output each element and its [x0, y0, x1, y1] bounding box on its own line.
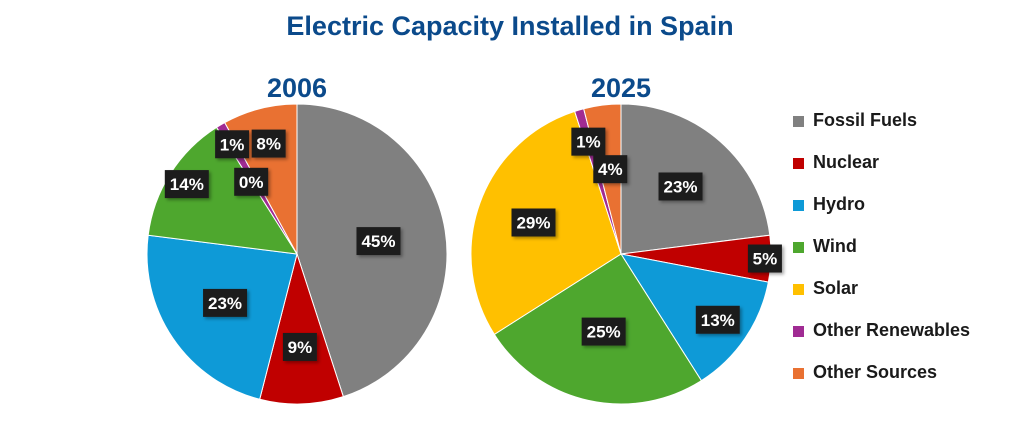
legend-label-other-sources: Other Sources — [813, 362, 937, 382]
pie-slice-2006-hydro — [146, 234, 298, 400]
legend-swatch-wind — [793, 242, 804, 253]
legend-label-wind: Wind — [813, 236, 857, 256]
svg-text:4%: 4% — [598, 160, 623, 179]
legend-swatch-other-renewables — [793, 326, 804, 337]
svg-text:23%: 23% — [664, 177, 698, 196]
data-label-2006-hydro: 23% — [203, 288, 248, 317]
svg-text:13%: 13% — [701, 311, 735, 330]
data-label-2025-other-renewables: 1% — [571, 127, 606, 156]
svg-text:0%: 0% — [239, 173, 264, 192]
svg-text:1%: 1% — [220, 135, 245, 154]
data-label-2006-nuclear: 9% — [282, 332, 317, 361]
chart-title: Electric Capacity Installed in Spain — [286, 11, 733, 41]
legend-swatch-nuclear — [793, 158, 804, 169]
legend-item-fossil-fuels: Fossil Fuels — [793, 110, 917, 130]
pie-year-label-2006: 2006 — [267, 73, 327, 103]
svg-text:5%: 5% — [753, 250, 778, 269]
pie-slice-2025-hydro — [619, 253, 769, 382]
svg-text:25%: 25% — [587, 323, 621, 342]
legend-label-fossil-fuels: Fossil Fuels — [813, 110, 917, 130]
pie-year-label-2025: 2025 — [591, 73, 651, 103]
data-label-2006-wind: 14% — [164, 170, 209, 199]
data-label-2006-solar: 0% — [234, 167, 269, 196]
legend-swatch-other-sources — [793, 368, 804, 379]
data-label-2025-other-sources: 4% — [593, 155, 628, 184]
legend-swatch-hydro — [793, 200, 804, 211]
legend-swatch-solar — [793, 284, 804, 295]
data-label-2025-fossil-fuels: 23% — [658, 172, 703, 201]
pie-2025: 2025 23% 5% 13% 25% 29% 1% 4% — [470, 73, 782, 405]
pie-labels-2006: 45% 9% 23% 14% 0% 1% 8% — [164, 129, 401, 361]
svg-text:45%: 45% — [361, 232, 395, 251]
svg-text:8%: 8% — [256, 135, 281, 154]
svg-text:29%: 29% — [516, 213, 550, 232]
pie-2006: 2006 45% 9% 23% 14% 0% 1% 8% — [146, 73, 448, 405]
legend-item-other-renewables: Other Renewables — [793, 320, 970, 340]
data-label-2025-wind: 25% — [581, 317, 626, 346]
legend-item-solar: Solar — [793, 278, 858, 298]
pie-slice-2006-nuclear — [259, 252, 344, 405]
legend-item-nuclear: Nuclear — [793, 152, 879, 172]
data-label-2025-hydro: 13% — [695, 305, 740, 334]
svg-text:9%: 9% — [288, 338, 313, 357]
data-label-2006-other-renewables: 1% — [215, 130, 250, 159]
data-label-2006-fossil-fuels: 45% — [356, 227, 401, 256]
data-label-2025-nuclear: 5% — [747, 244, 782, 273]
legend-label-solar: Solar — [813, 278, 858, 298]
data-label-2025-solar: 29% — [511, 208, 556, 237]
pie-labels-2025: 23% 5% 13% 25% 29% 1% 4% — [511, 127, 782, 346]
legend-item-hydro: Hydro — [793, 194, 865, 214]
svg-text:1%: 1% — [576, 133, 601, 152]
legend-label-nuclear: Nuclear — [813, 152, 879, 172]
legend-item-other-sources: Other Sources — [793, 362, 937, 382]
svg-text:14%: 14% — [170, 175, 204, 194]
svg-text:23%: 23% — [208, 294, 242, 313]
pie-slices-2025 — [470, 103, 772, 405]
legend-label-other-renewables: Other Renewables — [813, 320, 970, 340]
legend-swatch-fossil-fuels — [793, 116, 804, 127]
data-label-2006-other-sources: 8% — [251, 129, 286, 158]
legend: Fossil Fuels Nuclear Hydro Wind Solar Other R… — [793, 110, 970, 382]
legend-label-hydro: Hydro — [813, 194, 865, 214]
legend-item-wind: Wind — [793, 236, 857, 256]
